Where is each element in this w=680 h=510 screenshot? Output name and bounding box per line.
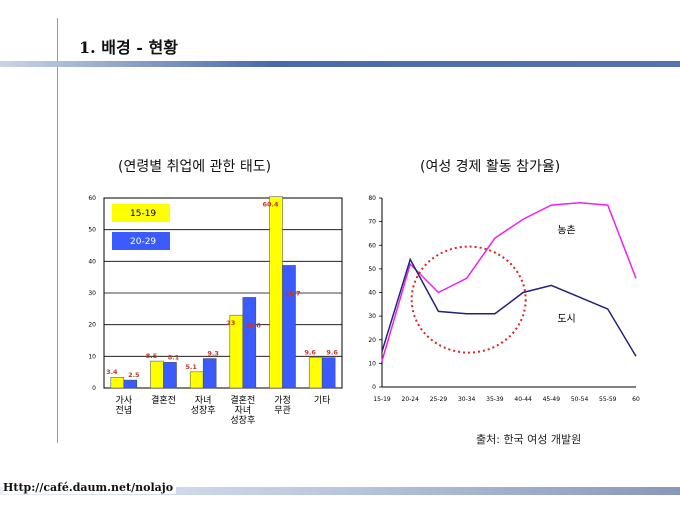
y-tick-label: 0 bbox=[372, 384, 376, 391]
data-label: 8.1 bbox=[168, 353, 180, 361]
y-tick-label: 20 bbox=[88, 322, 96, 329]
category-label: 성장후 bbox=[230, 415, 255, 426]
y-tick-label: 10 bbox=[88, 353, 96, 360]
legend-label: 20-29 bbox=[130, 237, 156, 247]
category-label: 가정 bbox=[274, 395, 291, 406]
source-note: 출처: 한국 여성 개발원 bbox=[476, 433, 582, 446]
bar bbox=[242, 297, 257, 389]
participation-line-chart: 0 10 20 30 40 50 60 70 80 15-19 20-24 25-29 30-34 35-… bbox=[368, 195, 640, 403]
footer-url: Http://café.daum.net/nolajo bbox=[3, 481, 177, 494]
x-tick-label: 35-39 bbox=[486, 396, 504, 403]
left-divider-line bbox=[57, 18, 58, 443]
legend-swatch bbox=[112, 232, 170, 250]
y-tick-label: 10 bbox=[368, 360, 376, 367]
y-tick-label: 50 bbox=[368, 266, 376, 273]
legend-label: 15-19 bbox=[130, 209, 156, 219]
bar bbox=[110, 376, 125, 389]
bar bbox=[150, 360, 164, 389]
y-tick-label: 70 bbox=[368, 219, 376, 226]
legend-swatch bbox=[112, 204, 170, 222]
y-tick-label: 30 bbox=[368, 313, 376, 320]
y-tick-label: 60 bbox=[368, 242, 376, 249]
bar bbox=[123, 379, 138, 389]
bar bbox=[269, 196, 283, 389]
slide-title: 1. 배경 - 현황 bbox=[79, 38, 178, 57]
y-tick-label: 40 bbox=[368, 290, 376, 297]
footer-bar bbox=[0, 487, 680, 495]
y-tick-label: 80 bbox=[368, 195, 376, 202]
data-label: 9.3 bbox=[207, 350, 219, 358]
bar bbox=[308, 357, 323, 389]
x-tick-label: 15-19 bbox=[373, 396, 391, 403]
bar bbox=[202, 358, 217, 389]
category-label: 성장후 bbox=[191, 405, 216, 416]
y-tick-label: 60 bbox=[88, 195, 96, 202]
x-tick-label: 45-49 bbox=[543, 396, 561, 403]
x-tick-label: 40-44 bbox=[514, 396, 532, 403]
series-line bbox=[381, 257, 637, 357]
plot-area bbox=[382, 198, 636, 387]
bar bbox=[163, 362, 177, 389]
series-label-rural: 농촌 bbox=[557, 225, 575, 237]
bar bbox=[189, 371, 204, 389]
data-label: 23 bbox=[226, 319, 235, 327]
y-tick-label: 40 bbox=[88, 258, 96, 265]
data-label: 60.4 bbox=[262, 201, 279, 209]
bar bbox=[321, 357, 336, 389]
bar-chart-title: (연령별 취업에 관한 태도) bbox=[118, 159, 272, 175]
data-label: 9.6 bbox=[304, 349, 316, 357]
x-tick-label: 25-29 bbox=[430, 396, 448, 403]
category-label: 자녀 bbox=[235, 405, 252, 416]
category-label: 자녀 bbox=[195, 395, 212, 406]
x-tick-label: 55-59 bbox=[599, 396, 617, 403]
bar bbox=[282, 265, 296, 389]
x-tick-label: 30-34 bbox=[458, 396, 476, 403]
data-label: 28.6 bbox=[245, 321, 262, 329]
category-label: 기타 bbox=[314, 395, 331, 406]
y-tick-label: 50 bbox=[88, 227, 96, 234]
category-label: 전념 bbox=[116, 405, 133, 416]
y-tick-label: 0 bbox=[92, 385, 96, 392]
header-bar bbox=[0, 61, 680, 67]
x-tick-label: 20-24 bbox=[402, 396, 420, 403]
category-label: 결혼전 bbox=[230, 394, 255, 406]
y-tick-label: 20 bbox=[368, 337, 376, 344]
category-label: 가사 bbox=[116, 395, 133, 406]
line-chart-title: (여성 경제 활동 참가율) bbox=[420, 159, 561, 175]
series-line bbox=[381, 201, 637, 362]
x-tick-label: 50-54 bbox=[571, 396, 589, 403]
data-label: 2.5 bbox=[128, 371, 140, 379]
x-tick-label: 60 bbox=[632, 396, 640, 403]
data-label: 8.5 bbox=[146, 352, 158, 360]
data-label: 38.7 bbox=[284, 289, 300, 297]
highlight-circle bbox=[410, 245, 527, 354]
series-label-urban: 도시 bbox=[557, 313, 575, 325]
data-label: 5.1 bbox=[185, 363, 197, 371]
data-label: 3.4 bbox=[106, 368, 118, 376]
category-label: 결혼전 bbox=[151, 394, 176, 406]
category-label: 무관 bbox=[274, 405, 291, 416]
data-label: 9.6 bbox=[326, 349, 338, 357]
y-tick-label: 30 bbox=[88, 290, 96, 297]
